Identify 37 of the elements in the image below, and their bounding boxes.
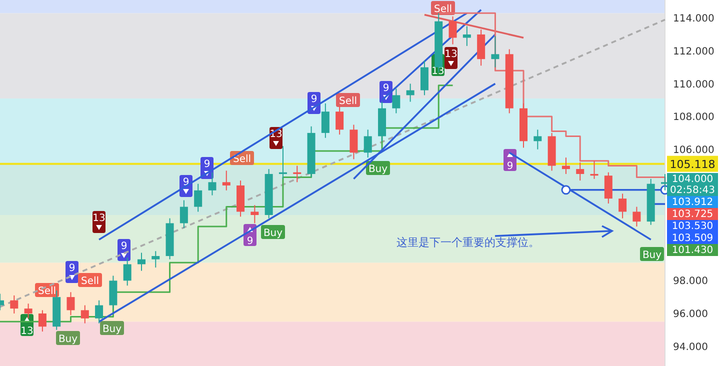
annotation: Sell — [434, 4, 452, 15]
annotation: Sell — [38, 286, 56, 297]
text: 103.509 — [667, 232, 718, 244]
annotation: Buy — [102, 324, 122, 335]
y-tick-label: 96.000 — [673, 309, 708, 320]
annotation: Buy — [368, 164, 388, 175]
ref-line-label: 105.118 — [670, 158, 716, 171]
text: 103.725 — [667, 208, 718, 220]
annotation: 9 — [506, 161, 514, 172]
text: 103.912 — [667, 196, 718, 208]
annotation: 13 — [92, 213, 106, 224]
annotation: Buy — [263, 228, 283, 239]
text: 101.430 — [667, 244, 718, 256]
annotation: Sell — [80, 276, 100, 287]
text: 103.530 — [667, 220, 718, 232]
y-tick-label: 98.000 — [673, 276, 708, 288]
annotation: Buy — [642, 250, 662, 261]
annotation: 9 — [182, 177, 190, 188]
y-tick-label: 94.000 — [673, 342, 708, 353]
y-tick-label: 112.000 — [673, 46, 714, 58]
annotation: 9 — [310, 94, 318, 105]
annotation: 13 — [444, 49, 458, 60]
y-tick-label: 114.000 — [673, 14, 714, 25]
annotation: 13 — [20, 326, 34, 337]
text: 104.000 — [670, 174, 714, 185]
y-tick-label: 110.000 — [673, 79, 714, 90]
y-tick-label: 106.000 — [673, 144, 714, 156]
annotation: 9 — [120, 241, 128, 252]
annotation: 9 — [204, 159, 210, 170]
annotation: Sell — [338, 96, 358, 107]
y-tick-label: 108.000 — [673, 112, 714, 124]
annotation: 这里是下一个重要的支撑位。 — [396, 236, 540, 249]
annotation: 9 — [246, 236, 254, 247]
annotation: 9 — [68, 263, 76, 274]
text: 02:58:43 — [669, 184, 716, 196]
annotation: 9 — [382, 83, 390, 94]
annotation: Buy — [58, 334, 78, 345]
